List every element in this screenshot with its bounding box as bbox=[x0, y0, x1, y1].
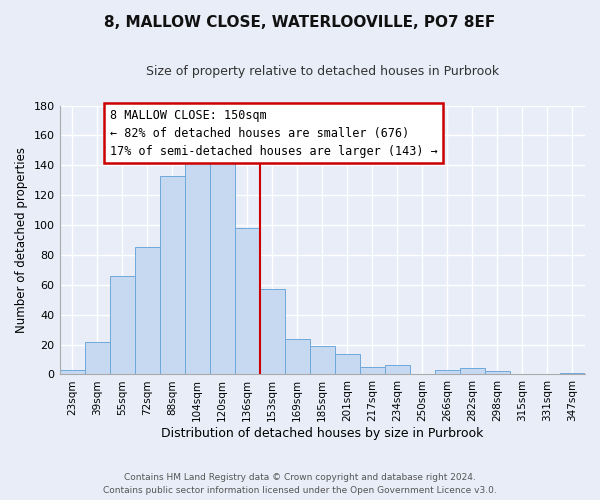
Title: Size of property relative to detached houses in Purbrook: Size of property relative to detached ho… bbox=[146, 65, 499, 78]
Bar bbox=[59, 370, 85, 374]
Bar bbox=[285, 338, 310, 374]
Bar bbox=[110, 276, 134, 374]
Bar bbox=[134, 248, 160, 374]
Bar bbox=[85, 342, 110, 374]
Text: 8 MALLOW CLOSE: 150sqm
← 82% of detached houses are smaller (676)
17% of semi-de: 8 MALLOW CLOSE: 150sqm ← 82% of detached… bbox=[110, 108, 437, 158]
Bar bbox=[385, 366, 410, 374]
Bar bbox=[335, 354, 360, 374]
Bar bbox=[260, 290, 285, 374]
Bar bbox=[560, 373, 585, 374]
Bar bbox=[435, 370, 460, 374]
Bar bbox=[209, 150, 235, 374]
Bar bbox=[310, 346, 335, 374]
Bar bbox=[485, 372, 510, 374]
X-axis label: Distribution of detached houses by size in Purbrook: Distribution of detached houses by size … bbox=[161, 427, 484, 440]
Text: 8, MALLOW CLOSE, WATERLOOVILLE, PO7 8EF: 8, MALLOW CLOSE, WATERLOOVILLE, PO7 8EF bbox=[104, 15, 496, 30]
Bar bbox=[185, 161, 209, 374]
Bar bbox=[160, 176, 185, 374]
Y-axis label: Number of detached properties: Number of detached properties bbox=[15, 147, 28, 333]
Text: Contains HM Land Registry data © Crown copyright and database right 2024.
Contai: Contains HM Land Registry data © Crown c… bbox=[103, 474, 497, 495]
Bar bbox=[460, 368, 485, 374]
Bar bbox=[360, 367, 385, 374]
Bar bbox=[235, 228, 260, 374]
